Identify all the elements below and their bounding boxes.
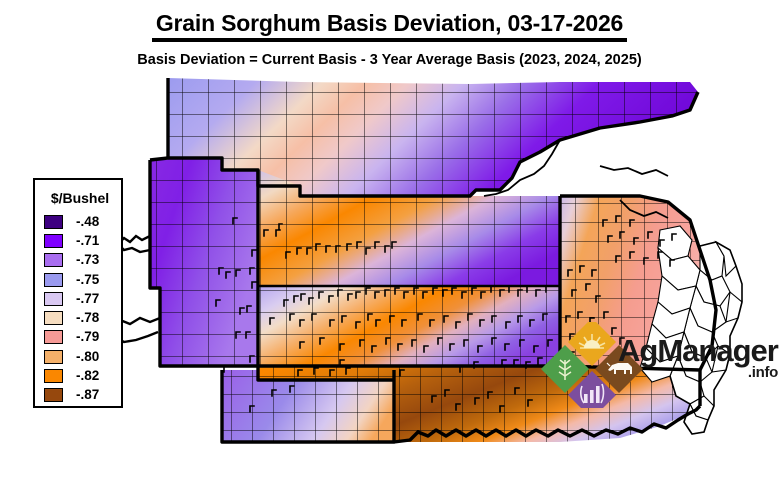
legend-color-swatch [44, 330, 63, 345]
legend-value-label: -.79 [76, 329, 100, 345]
legend-color-swatch [44, 311, 63, 326]
map-svg [110, 78, 743, 444]
legend-row: -.80 [35, 347, 125, 366]
missouri-east-outline [669, 241, 743, 435]
legend-value-label: -.82 [76, 368, 100, 384]
diamond-sun-icon [567, 322, 617, 367]
legend-color-swatch [44, 349, 63, 364]
legend-value-label: -.71 [76, 232, 100, 248]
legend-value-label: -.80 [76, 348, 100, 364]
page-subtitle: Basis Deviation = Current Basis - 3 Year… [137, 52, 642, 68]
title-container: Grain Sorghum Basis Deviation, 03-17-202… [0, 10, 779, 42]
legend-color-swatch [44, 272, 63, 287]
legend-row: -.48 [35, 212, 125, 231]
diamond-chart-icon [567, 370, 617, 408]
diamond-cow-icon [594, 344, 644, 394]
region-colorado [150, 158, 258, 366]
legend-row: -.73 [35, 251, 125, 270]
page-title: Grain Sorghum Basis Deviation, 03-17-202… [151, 10, 628, 42]
legend-color-swatch [44, 214, 63, 229]
elevator-location-markers [215, 215, 677, 413]
legend-color-swatch [44, 369, 63, 384]
legend-value-label: -.87 [76, 387, 100, 403]
legend-title: $/Bushel [50, 190, 110, 206]
legend-value-label: -.77 [76, 290, 100, 306]
legend-value-label: -.78 [76, 310, 100, 326]
logo-word: AgManager [618, 333, 779, 368]
legend-row: -.87 [35, 386, 125, 405]
logo-diamonds [540, 322, 644, 408]
diamond-wheat-icon [540, 344, 590, 394]
choropleth-map [0, 70, 779, 450]
legend-value-label: -.75 [76, 271, 100, 287]
map-legend: $/Bushel -.48 -.71 -.73 -.75 -.77 -.78 -.79 -.8… [33, 178, 123, 408]
legend-color-swatch [44, 233, 63, 248]
legend-value-label: -.73 [76, 252, 100, 268]
legend-color-swatch [44, 291, 63, 306]
logo-wordmark: AgManager .info [618, 334, 779, 390]
legend-value-label: -.48 [76, 213, 100, 229]
map-internal-features [483, 139, 669, 219]
logo-tld: .info [747, 364, 778, 381]
legend-row: -.78 [35, 308, 125, 327]
region-kansas-south [258, 286, 560, 366]
state-boundaries [148, 78, 718, 444]
agmanager-logo[interactable]: AgManager .info [534, 322, 779, 408]
legend-row: -.77 [35, 289, 125, 308]
legend-row: -.82 [35, 366, 125, 385]
legend-color-swatch [44, 253, 63, 268]
legend-row: -.79 [35, 328, 125, 347]
legend-row: -.75 [35, 270, 125, 289]
legend-row: -.71 [35, 231, 125, 250]
legend-color-swatch [44, 388, 63, 403]
legend-rows: -.48 -.71 -.73 -.75 -.77 -.78 -.79 -.80 -.82 -.87 [35, 212, 125, 405]
